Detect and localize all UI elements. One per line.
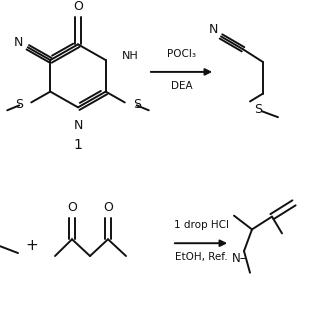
Text: N: N: [208, 23, 218, 36]
Text: N–: N–: [232, 252, 247, 266]
Text: POCl₃: POCl₃: [167, 49, 196, 59]
Text: O: O: [103, 201, 113, 214]
Text: 1: 1: [74, 138, 83, 152]
Text: S: S: [254, 103, 262, 116]
Text: 1 drop HCl: 1 drop HCl: [173, 220, 228, 230]
Text: N: N: [73, 119, 83, 132]
Text: O: O: [73, 0, 83, 13]
Text: EtOH, Ref.: EtOH, Ref.: [175, 252, 227, 262]
Text: O: O: [67, 201, 77, 214]
Text: DEA: DEA: [171, 81, 192, 91]
Text: S: S: [15, 98, 23, 111]
Text: +: +: [26, 238, 38, 253]
Text: N: N: [14, 36, 23, 49]
Text: NH: NH: [122, 51, 139, 61]
Text: S: S: [133, 98, 141, 111]
